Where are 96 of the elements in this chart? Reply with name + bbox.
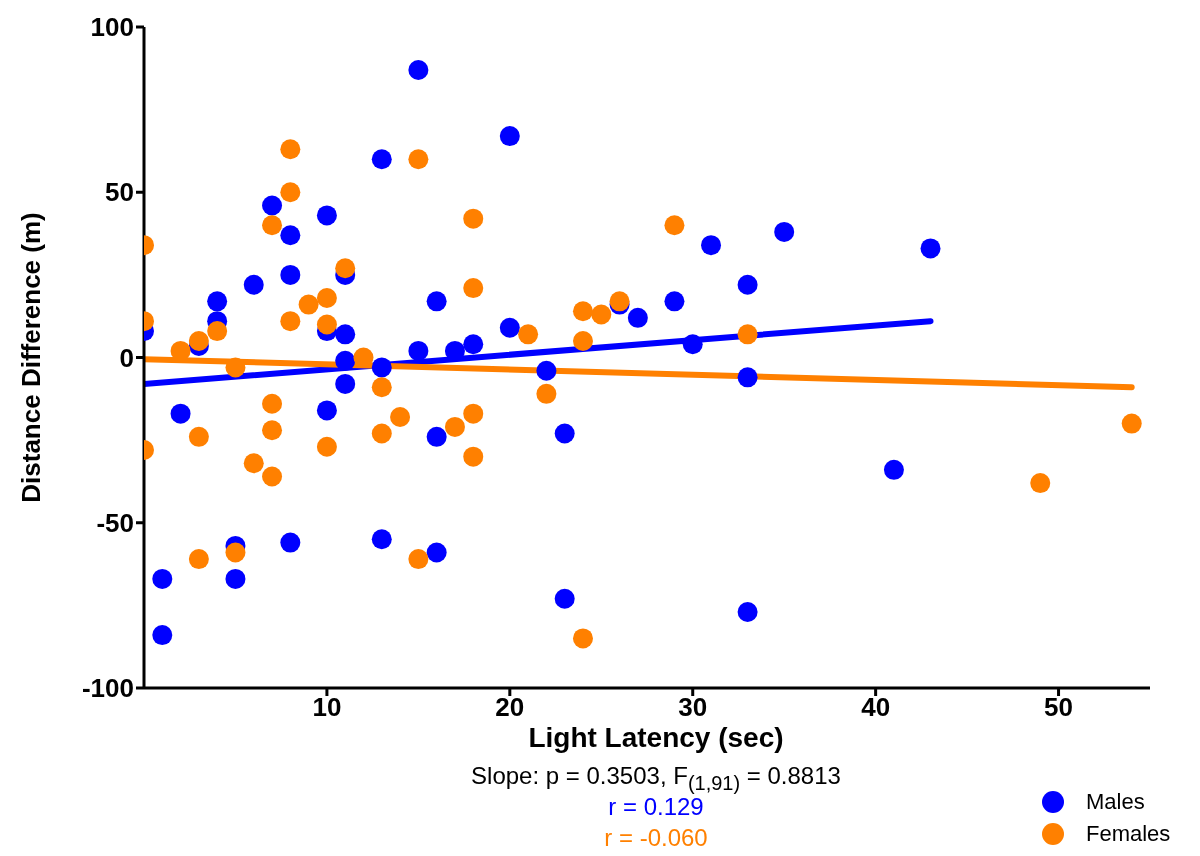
point xyxy=(920,238,941,259)
point xyxy=(737,324,758,345)
point xyxy=(408,59,429,80)
point xyxy=(280,139,301,160)
point xyxy=(316,400,337,421)
point xyxy=(280,532,301,553)
point xyxy=(883,459,904,480)
point xyxy=(518,324,539,345)
point xyxy=(499,126,520,147)
x-tick-label: 50 xyxy=(1044,692,1074,723)
point xyxy=(682,334,703,355)
point xyxy=(225,357,246,378)
point xyxy=(371,357,392,378)
point xyxy=(371,529,392,550)
point xyxy=(170,403,191,424)
point xyxy=(316,436,337,457)
point xyxy=(298,294,319,315)
point xyxy=(280,264,301,285)
point xyxy=(207,291,228,312)
point xyxy=(316,314,337,335)
point xyxy=(554,588,575,609)
point xyxy=(188,549,209,570)
point xyxy=(335,373,356,394)
point xyxy=(444,416,465,437)
point xyxy=(262,393,283,414)
x-tick-label: 40 xyxy=(861,692,891,723)
point xyxy=(737,367,758,388)
point xyxy=(152,568,173,589)
point xyxy=(572,330,593,351)
legend-label: Females xyxy=(1086,821,1171,847)
point xyxy=(591,304,612,325)
point xyxy=(536,360,557,381)
text: r = -0.060 xyxy=(604,824,708,851)
point xyxy=(408,549,429,570)
point xyxy=(463,208,484,229)
point xyxy=(371,377,392,398)
point xyxy=(737,274,758,295)
point xyxy=(737,601,758,622)
point xyxy=(207,321,228,342)
point xyxy=(280,225,301,246)
point xyxy=(316,288,337,309)
point xyxy=(262,215,283,236)
point xyxy=(335,258,356,279)
point xyxy=(536,383,557,404)
point xyxy=(335,350,356,371)
point xyxy=(243,274,264,295)
y-tick-label: 0 xyxy=(119,342,134,373)
point xyxy=(262,420,283,441)
y-tick-label: -50 xyxy=(96,507,134,538)
point xyxy=(572,628,593,649)
point xyxy=(664,215,685,236)
point xyxy=(701,235,722,256)
point xyxy=(243,453,264,474)
point xyxy=(463,278,484,299)
point xyxy=(408,149,429,170)
point xyxy=(280,311,301,332)
point xyxy=(188,330,209,351)
point xyxy=(170,340,191,361)
point xyxy=(554,423,575,444)
y-axis-title: Distance Difference (m) xyxy=(16,212,47,503)
point xyxy=(774,221,795,242)
x-tick-label: 20 xyxy=(495,692,525,723)
point xyxy=(463,334,484,355)
point xyxy=(262,466,283,487)
x-tick-label: 30 xyxy=(678,692,708,723)
point xyxy=(426,426,447,447)
point xyxy=(371,423,392,444)
x-tick-label: 10 xyxy=(312,692,342,723)
point xyxy=(225,542,246,563)
point xyxy=(335,324,356,345)
point xyxy=(188,426,209,447)
x-axis-title: Light Latency (sec) xyxy=(527,722,785,754)
y-tick-label: 100 xyxy=(90,12,134,43)
legend-label: Males xyxy=(1086,789,1145,815)
point xyxy=(426,291,447,312)
point xyxy=(390,406,411,427)
point xyxy=(262,195,283,216)
text: Slope: p = 0.3503, F$_{(1,91)}$ = 0.8813 xyxy=(471,762,841,794)
y-tick-label: 50 xyxy=(105,177,134,208)
text: r = 0.129 xyxy=(608,793,704,820)
point xyxy=(316,205,337,226)
y-tick-label: -100 xyxy=(81,673,134,704)
point xyxy=(664,291,685,312)
point xyxy=(499,317,520,338)
point xyxy=(463,446,484,467)
point xyxy=(426,542,447,563)
point xyxy=(408,340,429,361)
point xyxy=(280,182,301,203)
point xyxy=(225,568,246,589)
point xyxy=(371,149,392,170)
point xyxy=(572,301,593,322)
point xyxy=(627,307,648,328)
point xyxy=(1030,473,1051,494)
point xyxy=(1121,413,1142,434)
point xyxy=(463,403,484,424)
point xyxy=(152,625,173,646)
